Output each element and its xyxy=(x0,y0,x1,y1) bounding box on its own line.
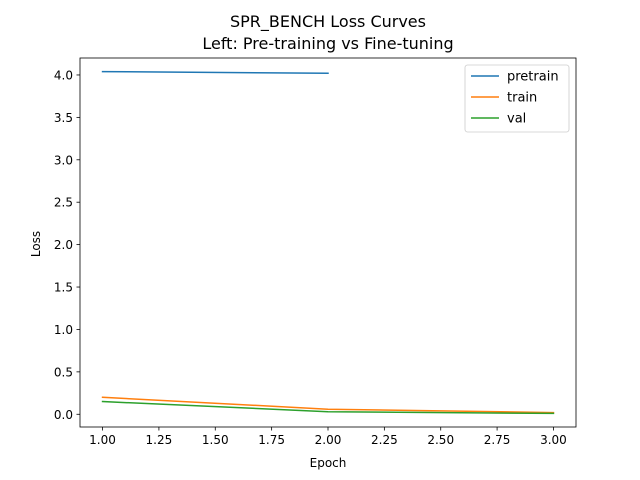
series-line-train xyxy=(101,396,555,414)
chart-title-line2: Left: Pre-training vs Fine-tuning xyxy=(202,34,453,53)
x-tick-label: 2.25 xyxy=(371,433,398,447)
x-tick-label: 2.00 xyxy=(315,433,342,447)
y-tick-label: 3.0 xyxy=(54,153,73,167)
x-tick-label: 1.75 xyxy=(258,433,285,447)
y-tick-label: 3.5 xyxy=(54,111,73,125)
x-tick-label: 2.75 xyxy=(484,433,511,447)
y-tick-label: 2.0 xyxy=(54,238,73,252)
plot-area: 1.00 1.25 1.50 1.75 2.00 2.25 2.50 2.75 3.00 0.0 0… xyxy=(54,57,577,447)
x-tick-label: 1.50 xyxy=(202,433,229,447)
legend-label-val: val xyxy=(507,112,526,127)
y-tick-label: 1.0 xyxy=(54,323,73,337)
legend-box xyxy=(464,64,570,133)
x-tick-label: 3.00 xyxy=(540,433,567,447)
y-tick-label: 0.0 xyxy=(54,408,73,422)
series-line-pretrain xyxy=(101,70,329,75)
series-line-val xyxy=(101,400,555,415)
chart-title-line1: SPR_BENCH Loss Curves xyxy=(230,12,426,32)
legend-label-pretrain: pretrain xyxy=(507,70,559,85)
y-tick-label: 0.5 xyxy=(54,365,73,379)
legend: pretrain train val xyxy=(464,64,570,133)
y-tick-label: 4.0 xyxy=(54,68,73,82)
x-axis-label: Epoch xyxy=(310,456,347,470)
y-tick-label: 2.5 xyxy=(54,196,73,210)
x-tick-label: 2.50 xyxy=(427,433,454,447)
y-axis-label: Loss xyxy=(29,231,43,257)
y-tick-label: 1.5 xyxy=(54,281,73,295)
x-tick-label: 1.25 xyxy=(146,433,173,447)
x-tick-label: 1.00 xyxy=(89,433,116,447)
legend-label-train: train xyxy=(507,91,537,106)
